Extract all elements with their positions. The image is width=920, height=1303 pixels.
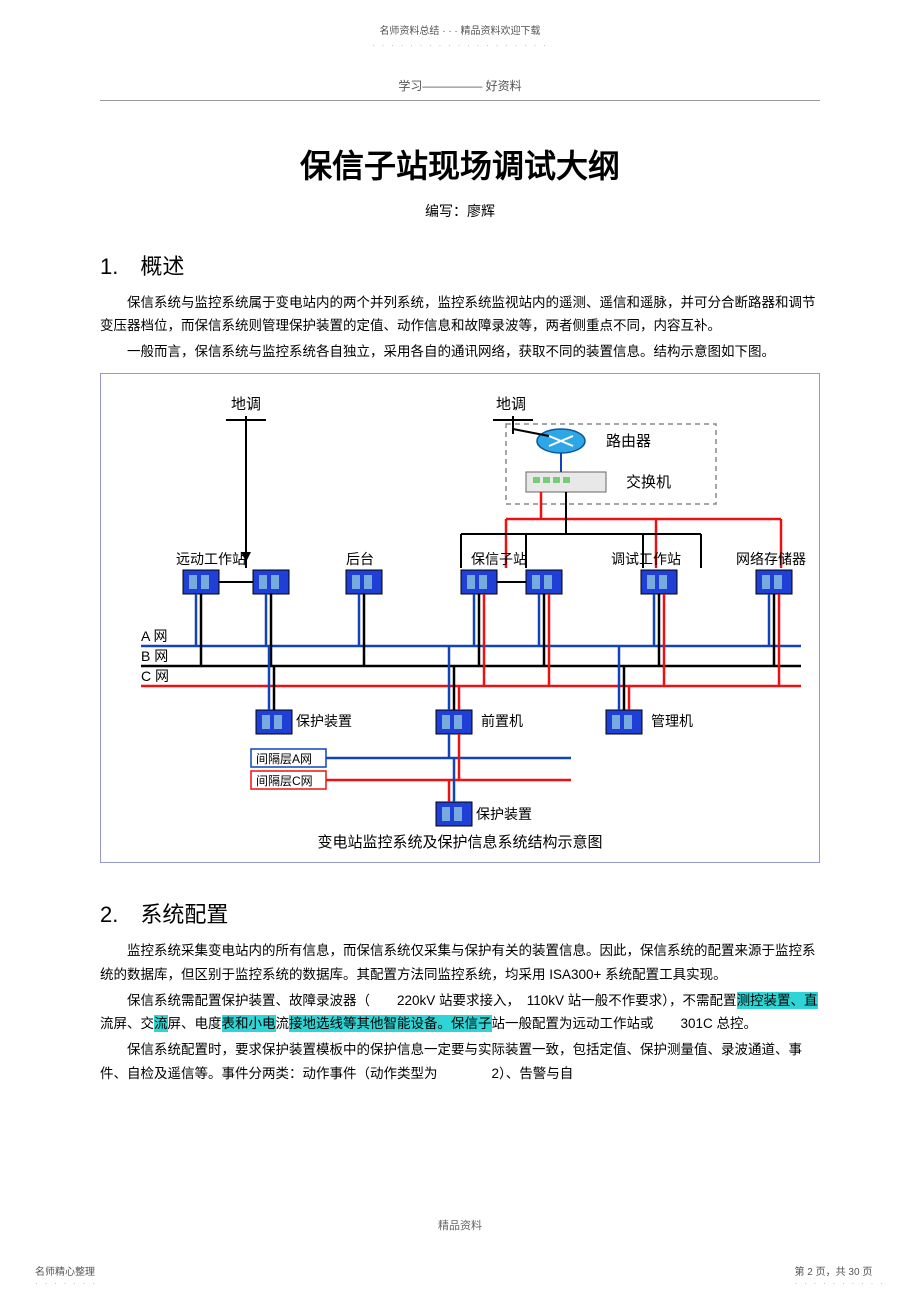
s2p2-c: 屏、电度 (168, 1016, 222, 1031)
label-c-net: C 网 (141, 668, 169, 684)
label-didiao1: 地调 (231, 396, 261, 413)
section-1-heading: 1. 概述 (100, 249, 820, 281)
s1-para-2: 一般而言，保信系统与监控系统各自独立，采用各自的通讯网络，获取不同的装置信息。结… (100, 340, 820, 364)
s2p2-a: 保信系统需配置保护装置、故障录波器（ 220kV 站要求接入， 110kV 站一… (127, 993, 737, 1008)
label-front: 前置机 (481, 713, 523, 729)
label-bay-a: 间隔层A网 (256, 752, 312, 766)
label-a-net: A 网 (141, 628, 167, 644)
s2-para-3: 保信系统配置时，要求保护装置模板中的保护信息一定要与实际装置一致，包括定值、保护… (100, 1038, 820, 1085)
label-backend: 后台 (346, 551, 374, 567)
s2p2-hl4: 接地选线等其他智能设备。保信子 (289, 1015, 492, 1032)
label-protect1: 保护装置 (296, 713, 352, 729)
label-bay-c: 间隔层C网 (256, 774, 313, 788)
label-debug-ws: 调试工作站 (611, 551, 681, 567)
header-line1: 名师资料总结 · · · 精品资料欢迎下载 (0, 25, 920, 39)
s2p2-hl3: 表和小电 (222, 1015, 276, 1032)
s2p2-hl2: 流 (154, 1015, 168, 1032)
br-line1: 第 2 页，共 30 页 (795, 1263, 885, 1278)
s2p2-e: 站一般配置为远动工作站或 301C 总控。 (492, 1016, 758, 1031)
s2p2-b: 流屏、交 (100, 1016, 154, 1031)
s1-para-1: 保信系统与监控系统属于变电站内的两个并列系统，监控系统监视站内的遥测、遥信和遥脉… (100, 291, 820, 338)
label-b-net: B 网 (141, 648, 168, 664)
bl-line2: · · · · · · · (35, 1278, 97, 1288)
page-footer-center: 精品资料 (0, 1217, 920, 1233)
label-router: 路由器 (606, 433, 651, 450)
s2p2-hl1: 测控装置、直 (737, 992, 818, 1009)
s2-para-1: 监控系统采集变电站内的所有信息，而保信系统仅采集与保护有关的装置信息。因此，保信… (100, 939, 820, 986)
label-protect2: 保护装置 (476, 806, 532, 822)
label-didiao2: 地调 (496, 396, 526, 413)
s2p2-d: 流 (276, 1016, 290, 1031)
bottom-left: 名师精心整理 · · · · · · · (35, 1263, 97, 1288)
running-head: 学习————— 好资料 (100, 77, 820, 101)
label-switch: 交换机 (626, 473, 671, 491)
document-title: 保信子站现场调试大纲 (100, 141, 820, 187)
diagram-caption: 变电站监控系统及保护信息系统结构示意图 (101, 831, 819, 852)
diagram-svg: 路由器 交换机 地调 地调 (101, 374, 819, 864)
bottom-right: 第 2 页，共 30 页 · · · · · · · · · · (795, 1263, 885, 1288)
label-nas: 网络存储器 (736, 551, 806, 567)
bl-line1: 名师精心整理 (35, 1263, 97, 1278)
label-mgmt: 管理机 (651, 713, 693, 729)
author-line: 编写：廖辉 (100, 201, 820, 221)
br-line2: · · · · · · · · · · (795, 1278, 885, 1288)
header-line2: · · · · · · · · · · · · · · · · · · · (0, 39, 920, 52)
system-structure-diagram: 路由器 交换机 地调 地调 (100, 373, 820, 863)
label-baoxin: 保信子站 (471, 551, 527, 567)
top-header: 名师资料总结 · · · 精品资料欢迎下载 · · · · · · · · · … (0, 0, 920, 52)
section-2-heading: 2. 系统配置 (100, 897, 820, 929)
page-body: 学习————— 好资料 保信子站现场调试大纲 编写：廖辉 1. 概述 保信系统与… (0, 52, 920, 1086)
s2-para-2: 保信系统需配置保护装置、故障录波器（ 220kV 站要求接入， 110kV 站一… (100, 989, 820, 1036)
label-remote-ws: 远动工作站 (176, 551, 246, 567)
